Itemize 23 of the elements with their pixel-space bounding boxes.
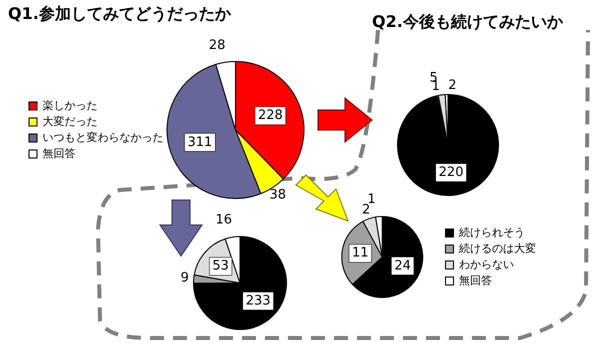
data-label: 38: [269, 187, 286, 202]
legend-label: 続けるのは大変: [458, 242, 536, 255]
data-label: 28: [208, 38, 226, 53]
data-label: 2: [362, 202, 370, 218]
data-label: 228: [258, 108, 283, 124]
chart-title: Q1.参加してみてどうだったか: [8, 4, 231, 25]
legend-label: 続けられそう: [458, 226, 525, 239]
data-label: 2: [448, 78, 456, 93]
chart-title: Q2.今後も続けてみたいか: [372, 12, 563, 33]
data-label: 311: [188, 134, 212, 150]
legend-label: 楽しかった: [42, 98, 98, 112]
data-label: 233: [246, 293, 271, 308]
data-label: 16: [216, 212, 232, 228]
data-label: 53: [212, 258, 229, 274]
data-label: 220: [438, 164, 464, 180]
legend-label: 大変だった: [42, 114, 98, 128]
data-label: 11: [352, 246, 369, 261]
data-label: 9: [180, 270, 189, 286]
data-label: 24: [394, 258, 411, 274]
legend-label: いつもと変わらなかった: [42, 130, 164, 144]
legend-label: 無回答: [459, 274, 492, 287]
legend-label: 無回答: [42, 146, 76, 160]
legend-label: わからない: [459, 258, 514, 271]
